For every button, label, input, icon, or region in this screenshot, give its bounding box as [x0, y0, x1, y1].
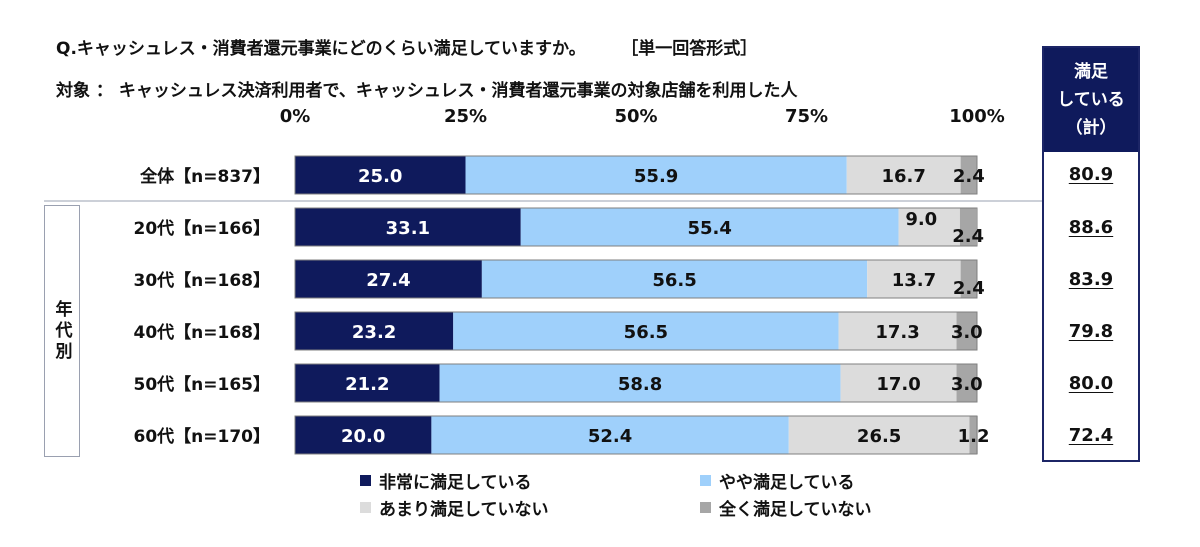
x-tick-label: 50% — [614, 106, 657, 127]
data-label: 33.1 — [386, 218, 430, 239]
summary-value: 80.0 — [1068, 373, 1114, 394]
x-tick-label: 0% — [280, 106, 311, 127]
data-label: 2.4 — [952, 226, 984, 247]
summary-column: 満足 している （計） 80.9 88.6 83.9 79.8 80.0 72.… — [1042, 46, 1140, 462]
bar-segment — [969, 416, 978, 454]
x-tick-label: 75% — [785, 106, 828, 127]
bar-segment — [840, 364, 957, 402]
target-description: 対象 ： キャッシュレス決済利用者で、キャッシュレス・消費者還元事業の対象店舗を… — [56, 81, 798, 101]
bar-segment — [846, 156, 961, 194]
legend-label: あまり満足していない — [379, 500, 549, 520]
summary-value: 79.8 — [1068, 321, 1114, 342]
bar-outline — [294, 311, 978, 351]
data-label: 58.8 — [618, 374, 662, 395]
data-label: 2.4 — [953, 166, 985, 187]
summary-header-line: している — [1057, 90, 1125, 110]
bar-segment — [867, 260, 961, 298]
legend-item-not-at-all-satisfied: 全く満足していない — [700, 495, 872, 520]
legend-swatch — [360, 502, 371, 513]
bar-segment — [898, 208, 960, 246]
data-label: 17.3 — [875, 322, 919, 343]
bar-outline — [294, 363, 978, 403]
bar-segment — [481, 260, 868, 298]
legend-swatch — [360, 475, 371, 486]
data-label: 16.7 — [881, 166, 925, 187]
data-label: 13.7 — [892, 270, 936, 291]
data-label: 3.0 — [951, 322, 983, 343]
legend-swatch — [700, 502, 711, 513]
bar-outline — [294, 207, 978, 247]
data-label: 56.5 — [652, 270, 696, 291]
bar-segment — [453, 312, 839, 350]
data-label: 55.9 — [634, 166, 678, 187]
category-label: 20代【n=166】 — [134, 218, 271, 239]
data-label: 21.2 — [345, 374, 389, 395]
data-label: 26.5 — [857, 426, 901, 447]
bar-segment — [956, 312, 977, 350]
summary-value: 80.9 — [1068, 164, 1114, 185]
x-tick-label: 100% — [949, 106, 1005, 127]
data-label: 9.0 — [905, 209, 937, 230]
data-label: 2.4 — [953, 278, 985, 299]
data-label: 23.2 — [352, 322, 396, 343]
data-label: 17.0 — [876, 374, 920, 395]
legend-item-very-satisfied: 非常に満足している — [360, 468, 532, 493]
category-label: 40代【n=168】 — [134, 322, 271, 343]
data-label: 55.4 — [687, 218, 731, 239]
bar-segment — [520, 208, 899, 246]
data-label: 27.4 — [366, 270, 410, 291]
legend-item-somewhat-satisfied: やや満足している — [700, 468, 855, 493]
x-tick-label: 25% — [444, 106, 487, 127]
bar-segment — [788, 416, 970, 454]
bar-segment — [838, 312, 957, 350]
summary-value: 88.6 — [1068, 217, 1114, 238]
category-label: 30代【n=168】 — [134, 270, 271, 291]
legend-label: 全く満足していない — [719, 500, 872, 520]
summary-value: 83.9 — [1068, 269, 1114, 290]
question-title: Q.キャッシュレス・消費者還元事業にどのくらい満足していますか。 ［単一回答形式］ — [56, 34, 757, 59]
bar-segment — [295, 156, 466, 194]
category-label: 50代【n=165】 — [134, 374, 271, 395]
summary-header-line: 満足 — [1074, 62, 1108, 82]
category-label: 60代【n=170】 — [134, 426, 271, 447]
bar-segment — [295, 208, 521, 246]
summary-header: 満足 している （計） — [1044, 48, 1138, 152]
bar-segment — [431, 416, 789, 454]
summary-value: 72.4 — [1068, 425, 1114, 446]
data-label: 1.2 — [958, 426, 990, 447]
bar-segment — [960, 156, 977, 194]
bar-segment — [295, 416, 432, 454]
bar-segment — [956, 364, 977, 402]
data-label: 3.0 — [951, 374, 983, 395]
bar-outline — [294, 259, 978, 299]
bar-segment — [960, 260, 977, 298]
category-label: 全体【n=837】 — [139, 166, 270, 187]
legend-item-not-very-satisfied: あまり満足していない — [360, 495, 549, 520]
summary-header-line: （計） — [1065, 118, 1117, 138]
age-group-label-box: 年代別 — [44, 205, 80, 457]
bar-segment — [295, 312, 454, 350]
bar-outline — [294, 155, 978, 195]
legend-label: 非常に満足している — [379, 473, 532, 493]
data-label: 20.0 — [341, 426, 385, 447]
data-label: 52.4 — [588, 426, 632, 447]
question-text: Q.キャッシュレス・消費者還元事業にどのくらい満足していますか。 — [56, 39, 586, 59]
bar-segment — [439, 364, 841, 402]
bar-segment — [295, 260, 482, 298]
data-label: 25.0 — [358, 166, 402, 187]
age-group-label: 年代別 — [51, 299, 72, 363]
answer-format: ［単一回答形式］ — [629, 39, 758, 59]
legend-label: やや満足している — [719, 473, 855, 493]
data-label: 56.5 — [624, 322, 668, 343]
legend-swatch — [700, 475, 711, 486]
bar-segment — [959, 208, 977, 246]
bar-segment — [465, 156, 847, 194]
bar-outline — [294, 415, 978, 455]
bar-segment — [295, 364, 440, 402]
